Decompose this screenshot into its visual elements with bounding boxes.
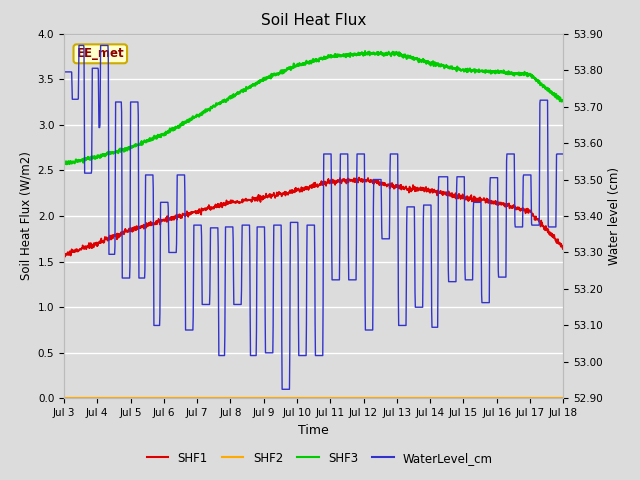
Title: Soil Heat Flux: Soil Heat Flux (261, 13, 366, 28)
Text: EE_met: EE_met (77, 48, 124, 60)
Y-axis label: Water level (cm): Water level (cm) (608, 167, 621, 265)
Legend: SHF1, SHF2, SHF3, WaterLevel_cm: SHF1, SHF2, SHF3, WaterLevel_cm (142, 447, 498, 469)
Y-axis label: Soil Heat Flux (W/m2): Soil Heat Flux (W/m2) (19, 152, 32, 280)
X-axis label: Time: Time (298, 424, 329, 437)
